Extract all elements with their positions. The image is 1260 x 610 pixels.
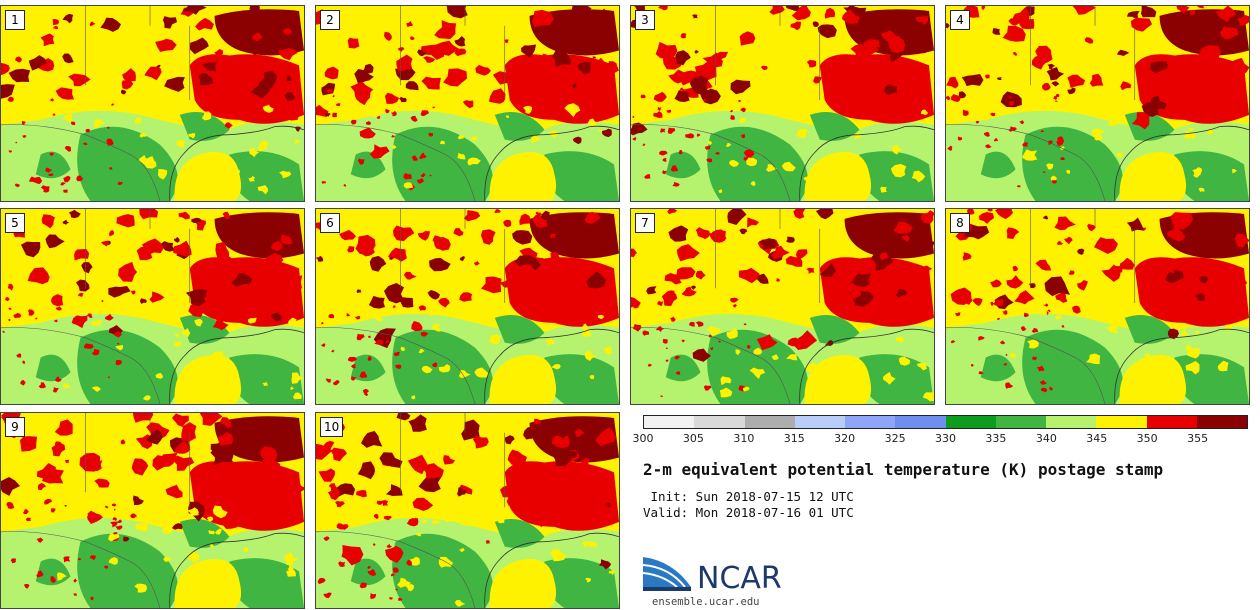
member-panel-1[interactable]: 1: [0, 5, 305, 202]
member-number-label: 2: [320, 10, 340, 30]
member-number-label: 7: [635, 213, 655, 233]
member-number-label: 9: [5, 417, 25, 437]
member-number-label: 3: [635, 10, 655, 30]
temperature-map: [1, 209, 304, 404]
figure-title: 2-m equivalent potential temperature (K)…: [643, 460, 1164, 479]
temperature-map: [1, 6, 304, 201]
colorbar-tick: 330: [935, 432, 956, 445]
member-panel-4[interactable]: 4: [945, 5, 1250, 202]
colorbar-swatch: [644, 416, 695, 428]
site-url[interactable]: ensemble.ucar.edu: [652, 596, 760, 608]
temperature-map: [946, 209, 1249, 404]
colorbar-tick: 350: [1136, 432, 1158, 445]
member-number-label: 6: [320, 213, 340, 233]
member-panel-2[interactable]: 2: [315, 5, 620, 202]
temperature-map: [316, 6, 619, 201]
colorbar-swatch: [845, 416, 896, 428]
temperature-map: [1, 413, 304, 608]
colorbar-tick: 340: [1035, 432, 1057, 445]
member-panel-7[interactable]: 7: [630, 208, 935, 405]
temperature-map: [316, 413, 619, 608]
temperature-map: [631, 6, 934, 201]
member-panel-8[interactable]: 8: [945, 208, 1250, 405]
member-number-label: 5: [5, 213, 25, 233]
colorbar-tick: 300: [632, 432, 654, 445]
colorbar-swatch: [694, 416, 745, 428]
colorbar-swatch: [1146, 416, 1197, 428]
logo-text: NCAR: [697, 561, 782, 596]
member-number-label: 4: [950, 10, 970, 30]
colorbar-tick: 355: [1187, 432, 1209, 445]
colorbar-tick: 345: [1086, 432, 1108, 445]
time-info: Init: Sun 2018-07-15 12 UTC Valid: Mon 20…: [643, 489, 854, 521]
colorbar-swatch: [794, 416, 845, 428]
init-time: Init: Sun 2018-07-15 12 UTC: [643, 489, 854, 504]
colorbar-swatch: [744, 416, 795, 428]
colorbar-swatch: [1096, 416, 1147, 428]
member-panel-6[interactable]: 6: [315, 208, 620, 405]
member-panel-3[interactable]: 3: [630, 5, 935, 202]
ncar-logo-icon: [643, 557, 691, 591]
temperature-map: [316, 209, 619, 404]
colorbar-swatch: [895, 416, 946, 428]
colorbar-tick: 320: [834, 432, 856, 445]
colorbar-tick-labels: 300 305 310 315 320 325 330 335 340 345 350 355: [633, 432, 1248, 448]
colorbar-tick: 310: [733, 432, 755, 445]
colorbar-tick: 325: [884, 432, 906, 445]
member-panel-5[interactable]: 5: [0, 208, 305, 405]
colorbar-tick: 315: [783, 432, 805, 445]
member-number-label: 10: [320, 417, 344, 437]
temperature-map: [946, 6, 1249, 201]
colorbar-swatch: [1196, 416, 1247, 428]
colorbar-tick: 305: [682, 432, 704, 445]
member-number-label: 8: [950, 213, 970, 233]
valid-time: Valid: Mon 2018-07-16 01 UTC: [643, 505, 854, 520]
colorbar-swatch: [995, 416, 1046, 428]
colorbar-swatch: [1046, 416, 1097, 428]
colorbar-swatch: [945, 416, 996, 428]
member-number-label: 1: [5, 10, 25, 30]
colorbar-tick: 335: [985, 432, 1007, 445]
member-panel-10[interactable]: 10: [315, 412, 620, 609]
colorbar: [643, 415, 1248, 429]
temperature-map: [631, 209, 934, 404]
member-panel-9[interactable]: 9: [0, 412, 305, 609]
